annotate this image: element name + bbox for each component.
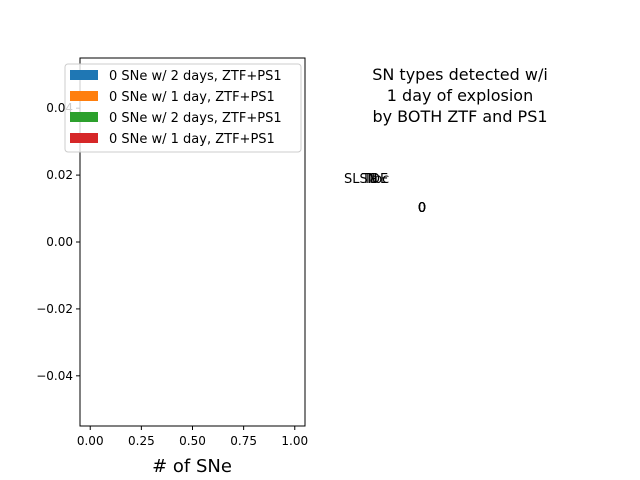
- x-tick-label: 1.00: [281, 434, 308, 448]
- pie-percent-label: 0: [418, 201, 426, 216]
- x-tick-label: 0.00: [77, 434, 104, 448]
- pie-title: SN types detected w/i 1 day of explosion b…: [372, 65, 548, 126]
- legend-swatch: [70, 133, 98, 143]
- pie-slice-label: SLSN: [344, 172, 377, 187]
- legend-label: 0 SNe w/ 1 day, ZTF+PS1: [109, 132, 275, 147]
- legend-entries: 0 SNe w/ 2 days, ZTF+PS1 0 SNe w/ 1 day, …: [70, 69, 282, 147]
- legend-label: 0 SNe w/ 2 days, ZTF+PS1: [109, 111, 282, 126]
- pie-title-line: 1 day of explosion: [387, 86, 533, 105]
- x-tick-label: 0.75: [230, 434, 257, 448]
- pie-slice-label: Ibc: [370, 172, 389, 187]
- y-tick-label: −0.02: [36, 302, 73, 316]
- legend-swatch: [70, 70, 98, 80]
- legend-label: 0 SNe w/ 2 days, ZTF+PS1: [109, 69, 282, 84]
- pie-percent-label: 0: [418, 201, 426, 216]
- pie-percent-label: 0: [418, 201, 426, 216]
- pie-slice-label: Ia: [366, 172, 378, 187]
- y-tick-label: 0.02: [46, 168, 73, 182]
- legend-swatch: [70, 91, 98, 101]
- pie-chart-panel: SN types detected w/i 1 day of explosion b…: [344, 65, 548, 216]
- pie-slice-label: II: [368, 172, 376, 187]
- legend-frame: [64, 63, 302, 153]
- x-axis-ticks: 0.00 0.25 0.50 0.75 1.00: [77, 426, 308, 448]
- legend-label: 0 SNe w/ 1 day, ZTF+PS1: [109, 90, 275, 105]
- x-tick-label: 0.25: [128, 434, 155, 448]
- y-tick-label: 0.00: [46, 235, 73, 249]
- x-axis-label: # of SNe: [152, 456, 232, 477]
- pie-slice-label: TDE: [361, 172, 388, 187]
- pie-title-line: SN types detected w/i: [372, 65, 548, 84]
- pie-percent-label: 0: [418, 201, 426, 216]
- y-tick-label: −0.04: [36, 369, 73, 383]
- pie-title-line: by BOTH ZTF and PS1: [372, 107, 547, 126]
- legend-swatch: [70, 112, 98, 122]
- bar-chart-panel: 0.00 0.25 0.50 0.75 1.00 0.040.020.00−0.02−0…: [36, 57, 308, 477]
- x-tick-label: 0.50: [179, 434, 206, 448]
- legend: 0 SNe w/ 2 days, ZTF+PS1 0 SNe w/ 1 day, …: [64, 63, 302, 153]
- pie-percent-label: 0: [418, 201, 426, 216]
